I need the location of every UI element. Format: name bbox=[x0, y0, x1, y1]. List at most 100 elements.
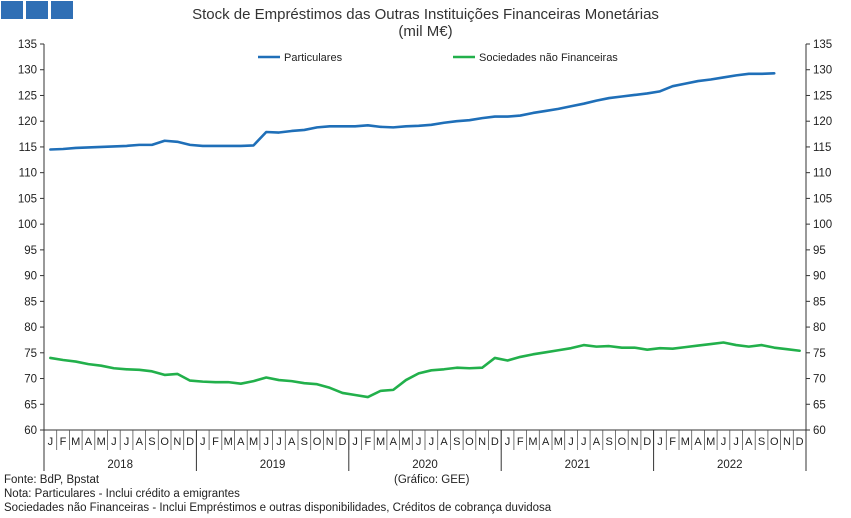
x-month-label: A bbox=[593, 436, 601, 448]
x-month-label: N bbox=[478, 436, 486, 448]
y-tick-label-left: 130 bbox=[18, 65, 37, 77]
y-tick-label-left: 90 bbox=[24, 271, 37, 283]
source-note: Fonte: BdP, Bpstat bbox=[4, 474, 100, 486]
y-tick-label-right: 130 bbox=[813, 65, 832, 77]
y-tick-label-left: 110 bbox=[19, 168, 37, 180]
x-year-label: 2022 bbox=[717, 459, 743, 471]
y-tick-label-right: 75 bbox=[813, 348, 826, 360]
legend-label-particulares: Particulares bbox=[284, 52, 343, 64]
note-sociedades: Sociedades não Financeiras - Inclui Empr… bbox=[4, 502, 552, 514]
x-month-label: N bbox=[326, 436, 334, 448]
y-tick-label-left: 125 bbox=[18, 90, 37, 102]
y-tick-label-right: 85 bbox=[813, 296, 826, 308]
x-month-label: M bbox=[401, 436, 410, 448]
y-tick-label-left: 75 bbox=[24, 348, 37, 360]
x-month-label: O bbox=[618, 436, 627, 448]
x-month-label: A bbox=[136, 436, 144, 448]
x-month-label: N bbox=[783, 436, 791, 448]
x-month-label: A bbox=[542, 436, 550, 448]
y-tick-label-left: 100 bbox=[18, 219, 37, 231]
x-month-label: M bbox=[71, 436, 80, 448]
y-tick-label-left: 80 bbox=[24, 322, 37, 334]
logo-block-3 bbox=[51, 1, 73, 19]
x-month-label: J bbox=[721, 436, 727, 448]
x-month-label: O bbox=[160, 436, 169, 448]
x-month-label: F bbox=[517, 436, 524, 448]
x-month-label: M bbox=[224, 436, 233, 448]
x-year-label: 2019 bbox=[260, 459, 286, 471]
x-month-label: A bbox=[85, 436, 93, 448]
x-month-label: F bbox=[60, 436, 67, 448]
y-tick-label-right: 95 bbox=[813, 245, 826, 257]
x-month-label: N bbox=[631, 436, 639, 448]
x-month-label: F bbox=[364, 436, 371, 448]
y-tick-label-right: 70 bbox=[813, 374, 826, 386]
x-month-label: J bbox=[276, 436, 282, 448]
x-month-label: J bbox=[48, 436, 54, 448]
y-tick-label-left: 85 bbox=[24, 296, 37, 308]
x-month-label: D bbox=[186, 436, 194, 448]
x-month-label: M bbox=[376, 436, 385, 448]
x-month-label: J bbox=[505, 436, 511, 448]
x-month-label: J bbox=[352, 436, 358, 448]
x-month-label: N bbox=[173, 436, 181, 448]
x-month-label: M bbox=[249, 436, 258, 448]
x-month-label: J bbox=[264, 436, 270, 448]
x-month-label: A bbox=[237, 436, 245, 448]
x-month-label: J bbox=[124, 436, 130, 448]
y-tick-label-right: 100 bbox=[813, 219, 832, 231]
x-year-label: 2021 bbox=[565, 459, 591, 471]
x-month-label: S bbox=[453, 436, 460, 448]
x-month-label: O bbox=[313, 436, 322, 448]
gee-logo bbox=[1, 1, 73, 19]
x-month-label: A bbox=[390, 436, 398, 448]
series-line-sociedades bbox=[49, 341, 801, 399]
x-month-label: D bbox=[338, 436, 346, 448]
x-month-label: M bbox=[528, 436, 537, 448]
x-month-label: J bbox=[581, 436, 587, 448]
x-month-label: J bbox=[200, 436, 206, 448]
x-month-label: O bbox=[770, 436, 779, 448]
y-tick-label-right: 125 bbox=[813, 90, 832, 102]
x-month-label: O bbox=[465, 436, 474, 448]
y-tick-label-right: 80 bbox=[813, 322, 826, 334]
x-month-label: S bbox=[758, 436, 765, 448]
y-tick-label-right: 135 bbox=[813, 39, 832, 51]
y-tick-label-left: 60 bbox=[24, 425, 37, 437]
x-month-label: J bbox=[657, 436, 663, 448]
x-month-label: M bbox=[681, 436, 690, 448]
x-month-label: D bbox=[796, 436, 804, 448]
chart-title: Stock de Empréstimos das Outras Institui… bbox=[192, 6, 659, 23]
logo-block-1 bbox=[1, 1, 23, 19]
y-tick-label-left: 70 bbox=[24, 374, 37, 386]
chart-subtitle: (mil M€) bbox=[398, 23, 453, 40]
x-month-label: J bbox=[568, 436, 574, 448]
y-tick-label-left: 135 bbox=[18, 39, 37, 51]
y-tick-label-right: 65 bbox=[813, 399, 826, 411]
x-year-label: 2020 bbox=[412, 459, 438, 471]
y-tick-label-right: 105 bbox=[813, 193, 832, 205]
x-month-label: S bbox=[148, 436, 155, 448]
x-month-label: J bbox=[111, 436, 117, 448]
y-tick-label-right: 120 bbox=[813, 116, 832, 128]
x-month-label: D bbox=[643, 436, 651, 448]
x-month-label: M bbox=[97, 436, 106, 448]
x-month-label: F bbox=[669, 436, 676, 448]
y-tick-label-left: 115 bbox=[19, 142, 37, 154]
x-month-label: J bbox=[733, 436, 739, 448]
y-tick-label-left: 105 bbox=[18, 193, 37, 205]
y-tick-label-right: 115 bbox=[813, 142, 831, 154]
x-month-label: D bbox=[491, 436, 499, 448]
note-particulares: Nota: Particulares - Inclui crédito a em… bbox=[4, 488, 240, 500]
x-month-label: J bbox=[429, 436, 435, 448]
x-month-label: A bbox=[440, 436, 448, 448]
logo-block-2 bbox=[26, 1, 48, 19]
y-tick-label-left: 120 bbox=[18, 116, 37, 128]
credit-note: (Gráfico: GEE) bbox=[394, 474, 470, 486]
x-month-label: M bbox=[706, 436, 715, 448]
y-tick-label-right: 60 bbox=[813, 425, 826, 437]
y-tick-label-left: 65 bbox=[24, 399, 37, 411]
x-month-label: F bbox=[212, 436, 219, 448]
x-month-label: A bbox=[694, 436, 702, 448]
